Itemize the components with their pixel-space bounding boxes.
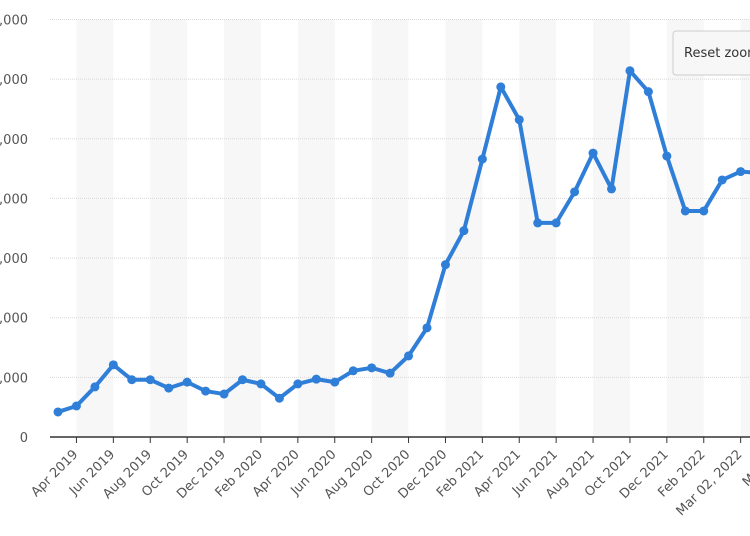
y-tick-label: 40,000 (0, 192, 28, 207)
data-point (496, 82, 506, 92)
data-point (459, 226, 469, 236)
data-point (182, 377, 192, 387)
data-point (662, 151, 672, 161)
data-point (736, 167, 746, 177)
plot-band (519, 19, 557, 437)
data-point (127, 375, 137, 385)
button-frame[interactable] (672, 30, 750, 76)
data-point (348, 366, 358, 376)
y-tick-label: 10,000 (0, 371, 28, 386)
data-point (293, 379, 303, 389)
data-point (404, 351, 414, 361)
data-point (643, 87, 653, 97)
y-tick-label: 0 (20, 431, 28, 446)
data-point (108, 360, 118, 370)
data-point (90, 382, 100, 392)
x-tick-label: Mar 04 (740, 447, 750, 490)
data-point (53, 407, 63, 417)
data-point (717, 175, 727, 185)
plot-band (666, 19, 704, 437)
y-tick-label: 30,000 (0, 252, 28, 267)
data-point (238, 375, 247, 385)
data-point (311, 374, 321, 384)
data-point (699, 206, 709, 216)
data-point (330, 377, 340, 387)
data-point (256, 379, 266, 389)
data-point (570, 187, 580, 197)
plot-band (224, 19, 261, 437)
reset-zoom-button[interactable]: Reset zoom (672, 30, 750, 76)
data-point (477, 154, 487, 164)
series-line (57, 68, 750, 414)
data-point (145, 375, 155, 385)
data-point (588, 148, 598, 158)
data-point (385, 368, 395, 378)
y-tick-label: 60,000 (0, 73, 28, 88)
data-point (607, 184, 616, 194)
data-point (551, 218, 561, 228)
plot-band (297, 19, 335, 437)
data-point (625, 66, 635, 76)
plot-band (76, 19, 114, 437)
plot-band (740, 19, 750, 437)
data-point (367, 363, 377, 373)
y-tick-label: 20,000 (0, 312, 28, 327)
data-point (201, 386, 211, 396)
plot-band (371, 19, 409, 437)
x-tick-label: Mar 02, 2022 (674, 447, 746, 519)
data-point (164, 383, 174, 393)
data-point (219, 389, 229, 399)
data-point (514, 115, 524, 125)
data-point (680, 206, 690, 216)
data-point (533, 218, 543, 228)
y-tick-label: 70,000 (0, 14, 28, 29)
button-label[interactable]: Reset zoom (684, 46, 750, 61)
plot-band (593, 19, 630, 437)
y-tick-label: 50,000 (0, 133, 28, 148)
data-point (422, 323, 432, 333)
plot-band (150, 19, 188, 437)
data-point (71, 401, 81, 411)
data-point (440, 260, 450, 270)
data-point (274, 393, 284, 403)
